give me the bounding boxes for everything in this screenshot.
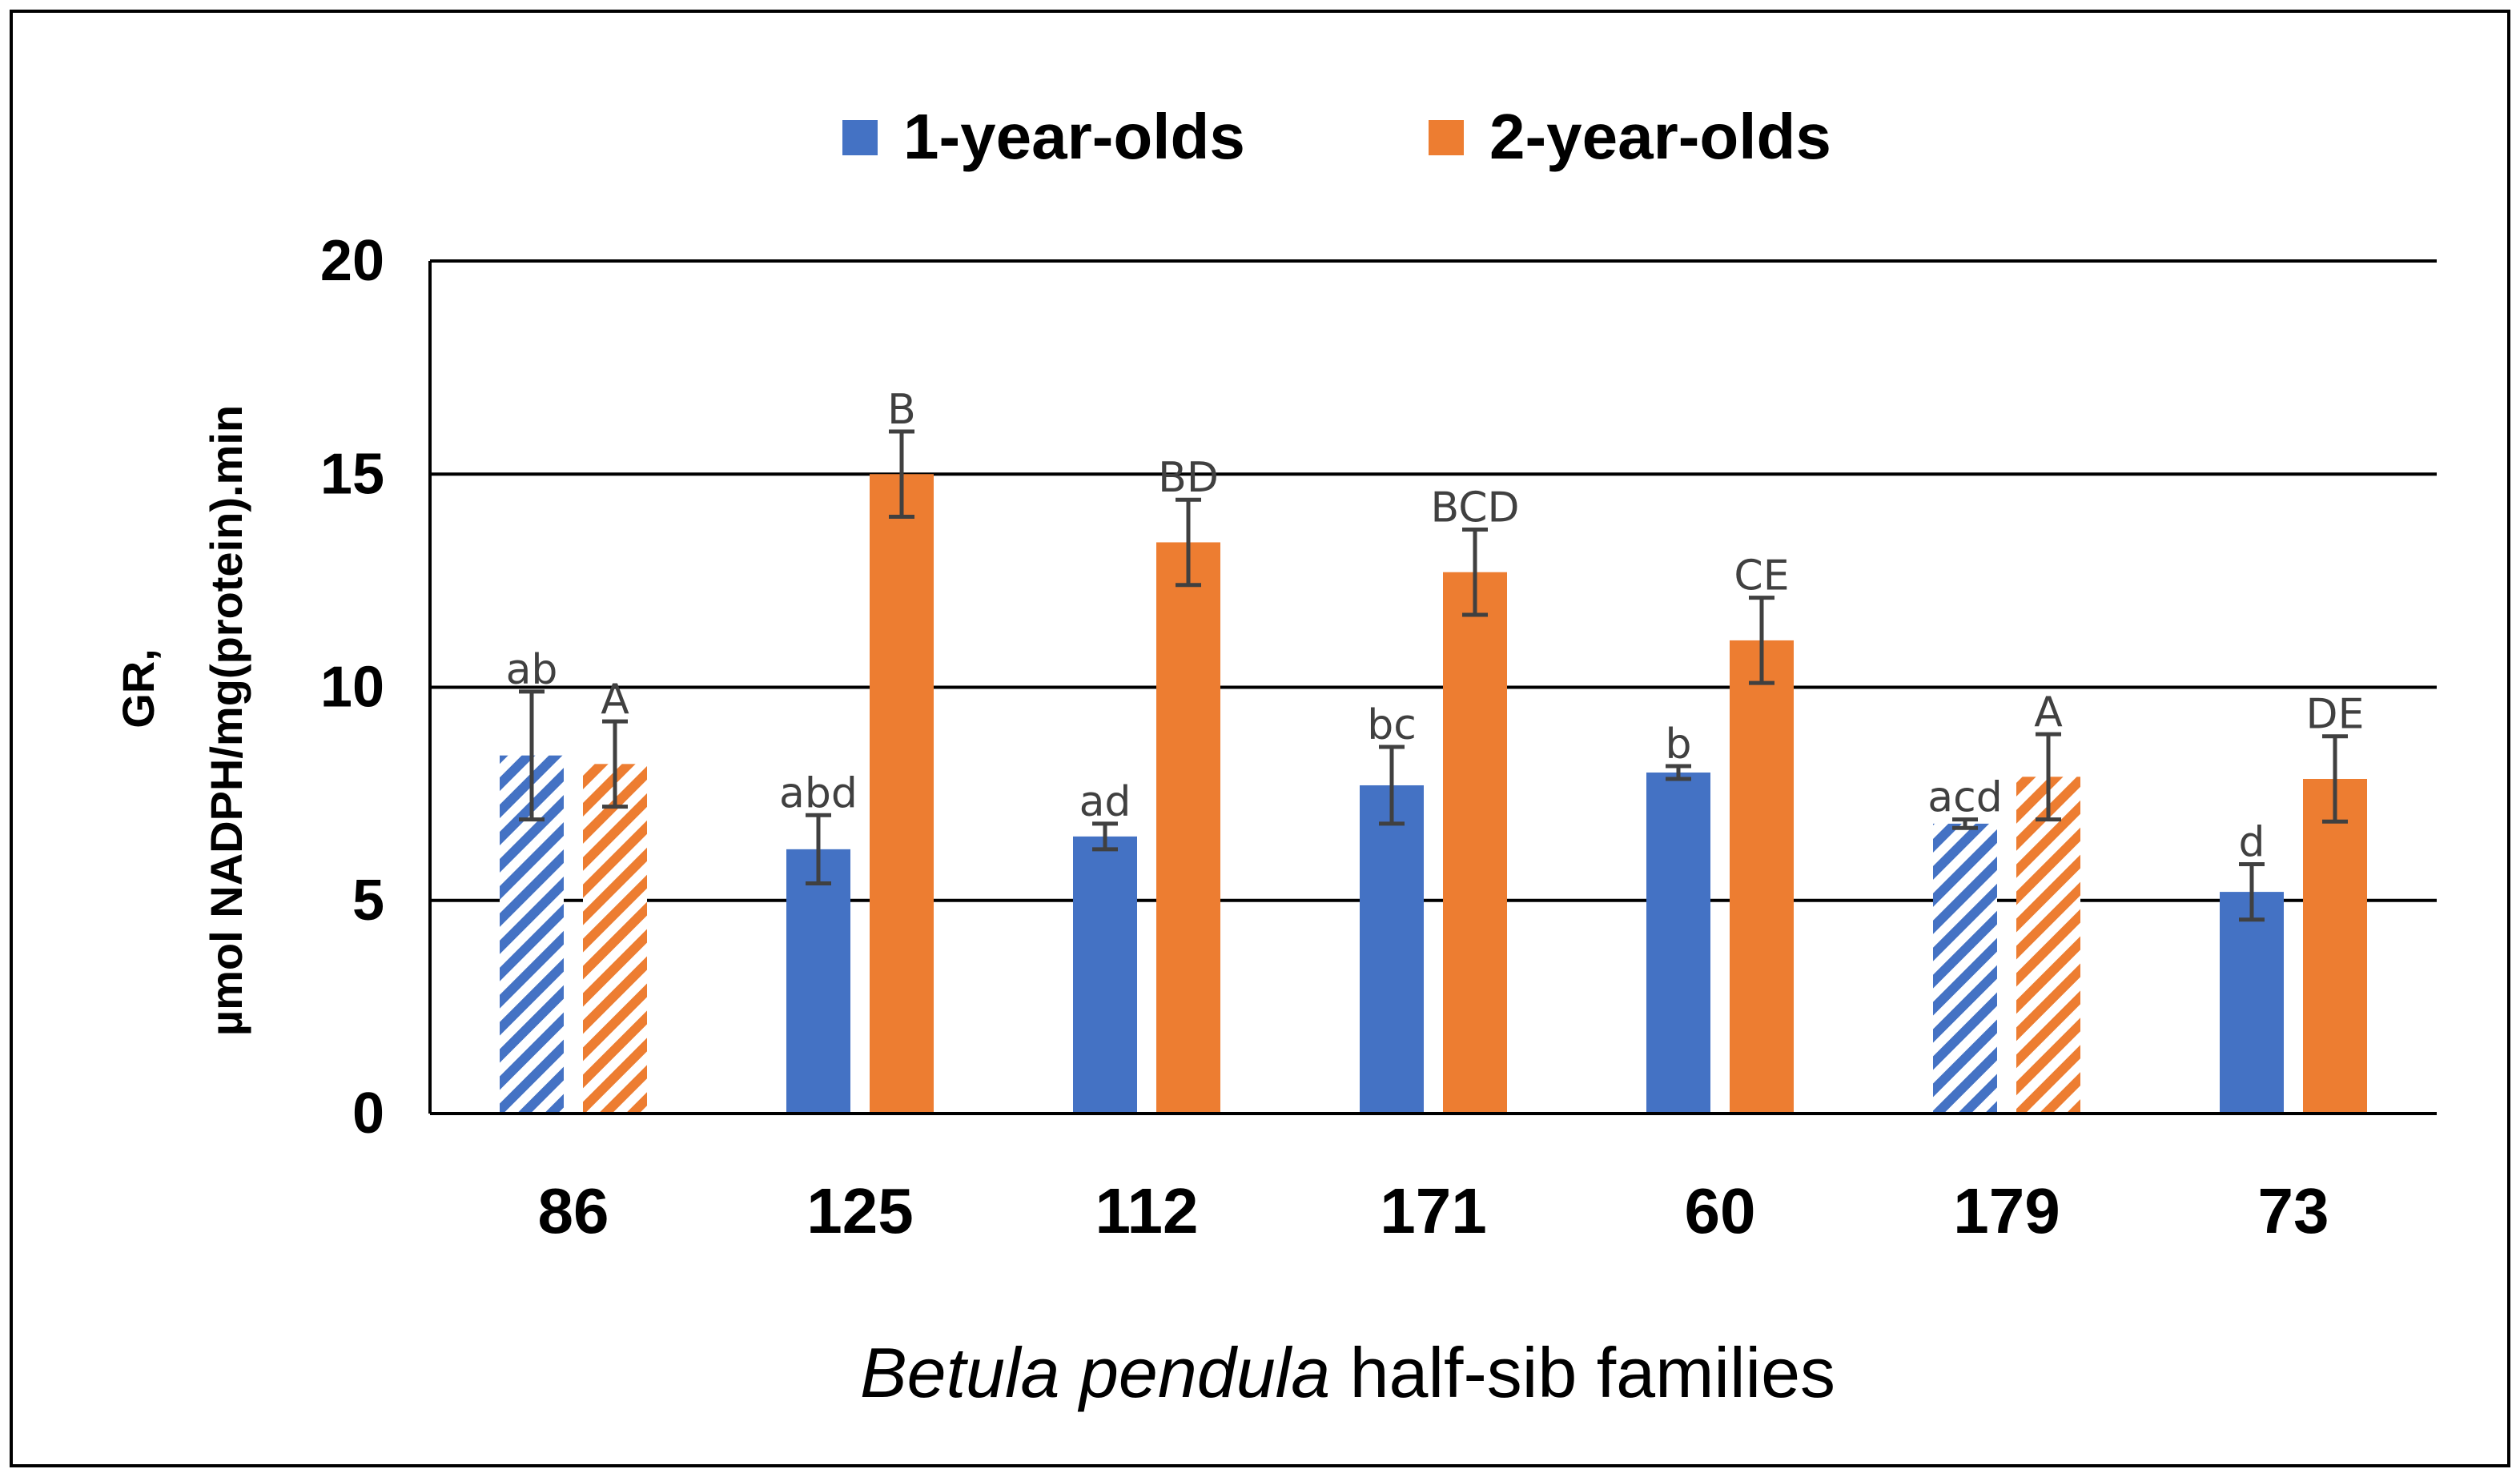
letter-2yr-73: DE — [2306, 691, 2365, 739]
bar-1yr-73 — [2220, 892, 2284, 1114]
letter-2yr-60: CE — [1734, 552, 1789, 600]
legend: 1-year-olds 2-year-olds — [842, 101, 1831, 172]
letter-1yr-171: bc — [1367, 701, 1417, 749]
bar-2yr-60 — [1730, 640, 1794, 1114]
letter-2yr-125: B — [887, 386, 916, 434]
gridlines — [430, 259, 2437, 902]
bar-2yr-73 — [2303, 778, 2367, 1114]
error-bar-1yr-73 — [2239, 861, 2265, 922]
error-bar-2yr-179 — [2036, 732, 2061, 822]
error-bar-2yr-73 — [2322, 734, 2348, 824]
bar-2yr-125 — [870, 474, 934, 1114]
bar-2yr-171 — [1443, 572, 1507, 1114]
bar-1yr-179 — [1933, 823, 1997, 1114]
error-bar-1yr-171 — [1379, 745, 1405, 826]
bar-1yr-60 — [1646, 773, 1710, 1114]
letter-1yr-125: abd — [779, 769, 858, 817]
x-axis-title: Betula pendula half-sib families — [860, 1333, 1835, 1412]
chart-border — [10, 10, 2510, 1467]
x-tick-label-125: 125 — [806, 1175, 913, 1246]
letter-1yr-60: b — [1665, 720, 1691, 769]
y-tick-label-10: 10 — [320, 656, 384, 720]
letter-2yr-112: BD — [1158, 454, 1219, 502]
letter-1yr-112: ad — [1079, 778, 1131, 826]
letter-2yr-171: BCD — [1430, 484, 1519, 532]
x-tick-label-86: 86 — [538, 1175, 609, 1246]
y-axis-title-line-2: µmol NADPH/mg(protein).min — [201, 405, 251, 1036]
error-bar-2yr-60 — [1749, 596, 1774, 685]
y-tick-label-0: 0 — [352, 1082, 384, 1146]
letter-2yr-179: A — [2034, 688, 2063, 736]
bar-2yr-86 — [583, 764, 647, 1114]
letter-1yr-73: d — [2238, 818, 2265, 866]
bar-1yr-125 — [786, 849, 850, 1114]
y-axis-title-line-1: GR, — [113, 648, 163, 728]
legend-label-series-2: 2-year-olds — [1489, 101, 1831, 172]
letter-1yr-86: ab — [506, 646, 558, 694]
error-bar-2yr-125 — [889, 429, 914, 519]
error-bar-2yr-112 — [1176, 497, 1201, 588]
x-tick-label-73: 73 — [2258, 1175, 2329, 1246]
x-axis-ticks: 86 125 112 171 60 179 73 — [538, 1175, 2329, 1246]
x-axis-title-rest: half-sib families — [1330, 1333, 1835, 1412]
x-tick-label-112: 112 — [1095, 1175, 1198, 1246]
y-tick-label-5: 5 — [352, 869, 384, 933]
error-bars — [519, 429, 2348, 922]
error-bar-1yr-60 — [1666, 764, 1691, 781]
bar-1yr-171 — [1360, 785, 1424, 1114]
legend-swatch-series-2 — [1429, 120, 1464, 155]
letter-2yr-86: A — [601, 676, 629, 724]
y-tick-label-20: 20 — [320, 229, 384, 293]
letter-1yr-179: acd — [1927, 774, 2002, 822]
legend-swatch-series-1 — [842, 120, 878, 155]
bar-1yr-112 — [1073, 836, 1137, 1114]
bar-2yr-112 — [1156, 542, 1220, 1114]
x-tick-label-60: 60 — [1685, 1175, 1756, 1246]
error-bar-2yr-86 — [602, 719, 628, 809]
bar-2yr-179 — [2016, 777, 2080, 1114]
x-axis-title-italic: Betula pendula — [860, 1333, 1330, 1412]
error-bar-1yr-112 — [1092, 821, 1118, 852]
y-axis-ticks: 0 5 10 15 20 — [320, 229, 384, 1146]
x-tick-label-179: 179 — [1953, 1175, 2060, 1246]
x-tick-label-171: 171 — [1380, 1175, 1486, 1246]
error-bar-1yr-125 — [806, 813, 831, 885]
error-bar-1yr-86 — [519, 689, 545, 822]
legend-label-series-1: 1-year-olds — [903, 101, 1245, 172]
error-bar-1yr-179 — [1952, 817, 1978, 830]
y-tick-label-15: 15 — [320, 442, 384, 506]
error-bar-2yr-171 — [1462, 527, 1488, 617]
y-axis-title: GR, µmol NADPH/mg(protein).min — [113, 405, 251, 1036]
